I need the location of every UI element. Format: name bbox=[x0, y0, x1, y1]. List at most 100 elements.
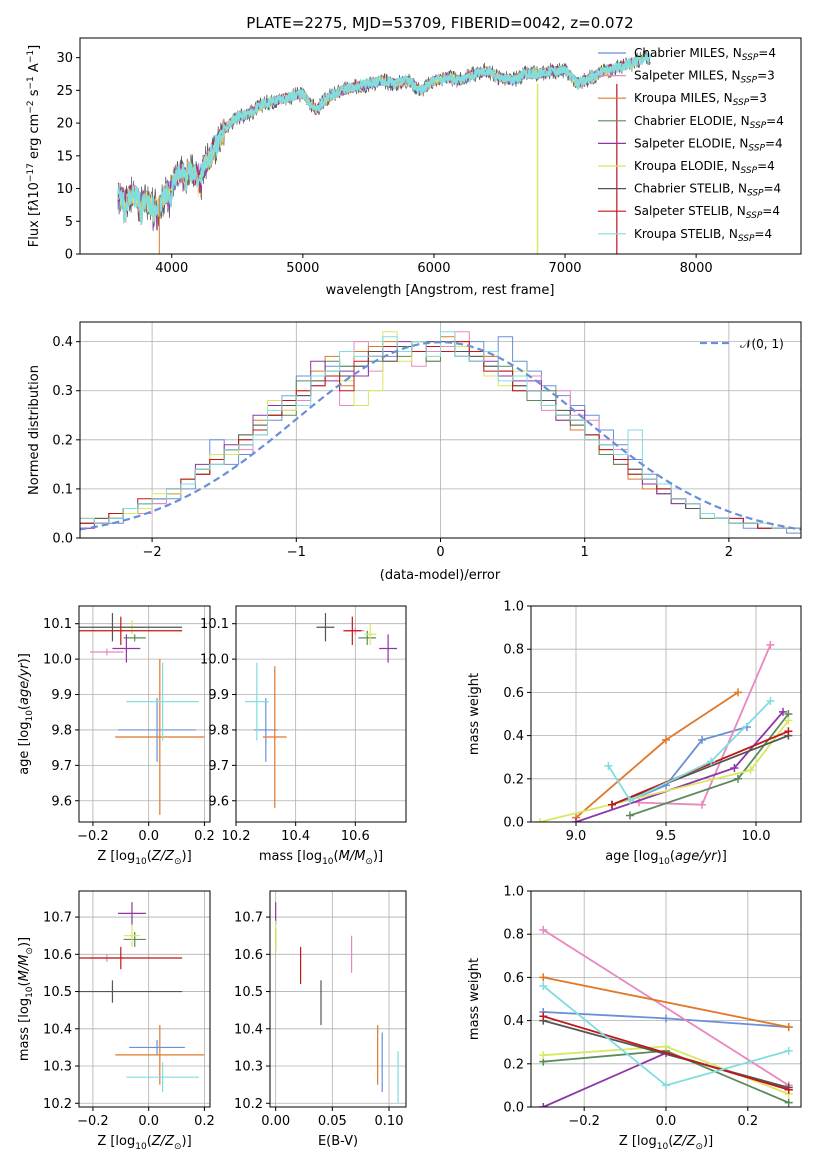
weight_vs_age-marker-salpeter_elodie bbox=[730, 764, 739, 772]
spectrum-ytick-label: 25 bbox=[56, 84, 73, 99]
weight_vs_z-line-chabrier_stelib bbox=[543, 1019, 789, 1089]
weight_vs_z-marker-salpeter_elodie bbox=[539, 1103, 548, 1107]
age_vs_z-ytick-label: 9.8 bbox=[51, 723, 72, 738]
spectrum-xtick-label: 4000 bbox=[155, 261, 188, 276]
spectrum-ytick-label: 15 bbox=[56, 149, 73, 164]
weight_vs_age-marker-salpeter_miles bbox=[766, 640, 775, 649]
residuals-frame bbox=[79, 321, 802, 539]
spectrum-ytick-label: 0 bbox=[65, 248, 73, 263]
spectrum-plot-area bbox=[117, 50, 651, 254]
residuals-ytick-label: 0.2 bbox=[52, 433, 73, 448]
normal-curve bbox=[80, 341, 801, 531]
mass_vs_z-ytick-label: 10.4 bbox=[43, 1022, 72, 1037]
mass_vs_z-plot-area bbox=[79, 902, 205, 1093]
weight_vs_z-ylabel: mass weight bbox=[467, 958, 482, 1040]
residuals-ytick-label: 0.3 bbox=[52, 384, 73, 399]
mass_vs_ebv-ytick-label: 10.5 bbox=[234, 985, 263, 1000]
spectrum-frame bbox=[79, 37, 802, 255]
weight_vs_z-marker-salpeter_stelib bbox=[784, 1085, 793, 1094]
age_vs_z-frame bbox=[78, 605, 211, 823]
weight_vs_age-marker-kroupa_elodie bbox=[536, 818, 544, 822]
weight_vs_age-plot-area bbox=[536, 640, 793, 822]
weight_vs_age-ytick-label: 0.6 bbox=[503, 686, 524, 701]
mass_vs_z-ytick-label: 10.6 bbox=[43, 948, 72, 963]
age_vs_mass-ytick-label: 9.7 bbox=[208, 759, 229, 774]
weight_vs_age-marker-salpeter_elodie bbox=[779, 707, 787, 716]
age_vs_z-xtick-label: 0.0 bbox=[138, 829, 159, 844]
spectrum-series-kroupa_stelib bbox=[117, 52, 651, 224]
weight_vs_age-ytick-label: 0.8 bbox=[503, 643, 524, 658]
mass_vs_z-xtick-label: 0.2 bbox=[194, 1114, 215, 1129]
weight_vs_z-xtick-label: −0.2 bbox=[568, 1114, 600, 1129]
weight-vs-z-panel: −0.2 0.0 0.2 0.0 0.2 0.4 0.6 0.8 1.0 Z [log10(Z/Z… bbox=[467, 885, 802, 1152]
weight_vs_z-line-kroupa_miles bbox=[543, 976, 789, 1028]
age-vs-z-panel: −0.2 0.0 0.2 9.6 9.7 9.8 9.9 10.0 10.1 Z [log10(Z… bbox=[17, 605, 215, 867]
mass_vs_z-ytick-label: 10.2 bbox=[43, 1097, 72, 1112]
weight_vs_age-marker-kroupa_stelib bbox=[707, 757, 715, 766]
weight_vs_age-line-chabrier_miles bbox=[629, 726, 748, 802]
weight_vs_age-ylabel: mass weight bbox=[467, 673, 482, 755]
weight_vs_z-ytick-label: 0.8 bbox=[503, 928, 524, 943]
age-vs-mass-panel: 10.2 10.4 10.6 9.6 9.7 9.8 9.9 10.0 10.1 mass [lo… bbox=[200, 605, 407, 867]
mass_vs_ebv-ytick-label: 10.4 bbox=[234, 1022, 263, 1037]
weight_vs_z-ytick-label: 0.2 bbox=[503, 1057, 524, 1072]
mass_vs_ebv-xtick-label: 0.05 bbox=[318, 1114, 347, 1129]
spectrum-ylabel: Flux [fλ10−17 erg cm−2 s−1 A−1] bbox=[26, 45, 42, 247]
residuals-ytick-label: 0.1 bbox=[52, 482, 73, 497]
age_vs_mass-xlabel: mass [log10(M/M⊙)] bbox=[259, 849, 383, 867]
hist-salpeter_stelib bbox=[80, 341, 801, 529]
spectrum-title: PLATE=2275, MJD=53709, FIBERID=0042, z=0… bbox=[246, 14, 633, 32]
weight_vs_z-ytick-label: 0.6 bbox=[503, 971, 524, 986]
weight_vs_age-marker-kroupa_stelib bbox=[766, 697, 775, 706]
spectrum-ytick-label: 10 bbox=[56, 182, 73, 197]
age_vs_z-xlabel: Z [log10(Z/Z⊙)] bbox=[97, 849, 191, 867]
mass_vs_z-ytick-label: 10.5 bbox=[43, 985, 72, 1000]
residuals-xtick-label: 2 bbox=[725, 545, 733, 560]
spectrum-ytick-label: 5 bbox=[65, 215, 73, 230]
spectrum-legend: Chabrier MILES, NSSP=4 Salpeter MILES, NS… bbox=[598, 46, 784, 244]
weight_vs_z-marker-kroupa_stelib bbox=[662, 1081, 670, 1090]
spectrum-panel: PLATE=2275, MJD=53709, FIBERID=0042, z=0… bbox=[26, 14, 802, 298]
age_vs_z-xtick-label: 0.2 bbox=[194, 829, 215, 844]
weight_vs_age-marker-kroupa_elodie bbox=[746, 766, 755, 775]
hist-kroupa_stelib bbox=[80, 331, 801, 529]
mass_vs_z-xlabel: Z [log10(Z/Z⊙)] bbox=[97, 1134, 191, 1152]
weight_vs_z-marker-kroupa_miles bbox=[784, 1023, 793, 1032]
weight_vs_z-marker-salpeter_miles bbox=[539, 925, 548, 934]
residuals-ytick-label: 0.4 bbox=[52, 335, 73, 350]
weight_vs_age-marker-kroupa_miles bbox=[662, 735, 670, 744]
age_vs_mass-xtick-label: 10.2 bbox=[222, 829, 251, 844]
mass_vs_z-xtick-label: −0.2 bbox=[77, 1114, 109, 1129]
mass_vs_ebv-xlabel: E(B-V) bbox=[318, 1134, 358, 1149]
legend-label-chabrier_stelib: Chabrier STELIB, NSSP=4 bbox=[634, 182, 781, 199]
mass_vs_ebv-ytick-label: 10.6 bbox=[234, 948, 263, 963]
weight_vs_age-marker-salpeter_elodie bbox=[572, 818, 580, 822]
residuals-xtick-label: −2 bbox=[143, 545, 162, 560]
weight_vs_age-ytick-label: 0.0 bbox=[503, 816, 524, 831]
weight_vs_z-marker-salpeter_stelib bbox=[539, 1012, 548, 1021]
weight_vs_z-plot-area bbox=[539, 925, 793, 1107]
residuals-xlabel: (data-model)/error bbox=[380, 568, 501, 583]
weight_vs_z-frame bbox=[530, 890, 802, 1108]
residuals-xtick-label: 1 bbox=[581, 545, 589, 560]
weight_vs_age-marker-kroupa_stelib bbox=[626, 796, 634, 805]
weight_vs_age-xtick-label: 9.5 bbox=[656, 829, 677, 844]
mass_vs_ebv-xtick-label: 0.00 bbox=[261, 1114, 290, 1129]
mass_vs_z-ylabel: mass [log10(M/M⊙)] bbox=[17, 937, 35, 1061]
mass-vs-ebv-panel: 0.00 0.05 0.10 10.2 10.3 10.4 10.5 10.6 10.7 E(B-… bbox=[234, 890, 407, 1149]
spectrum-ytick-label: 20 bbox=[56, 117, 73, 132]
weight_vs_z-ytick-label: 1.0 bbox=[503, 885, 524, 900]
age_vs_mass-ytick-label: 9.6 bbox=[208, 794, 229, 809]
weight-vs-age-panel: 9.0 9.5 10.0 0.0 0.2 0.4 0.6 0.8 1.0 age [log10(a… bbox=[467, 600, 802, 867]
weight_vs_age-ytick-label: 1.0 bbox=[503, 600, 524, 615]
weight_vs_age-ytick-label: 0.2 bbox=[503, 772, 524, 787]
mass_vs_z-xtick-label: 0.0 bbox=[138, 1114, 159, 1129]
spectrum-xlabel: wavelength [Angstrom, rest frame] bbox=[326, 283, 555, 298]
weight_vs_age-marker-kroupa_elodie bbox=[784, 716, 793, 725]
age_vs_mass-plot-area bbox=[244, 613, 398, 808]
spectrum-ytick-label: 30 bbox=[56, 51, 73, 66]
weight_vs_age-ytick-label: 0.4 bbox=[503, 729, 524, 744]
weight_vs_z-xtick-label: 0.2 bbox=[737, 1114, 758, 1129]
weight_vs_z-xtick-label: 0.0 bbox=[656, 1114, 677, 1129]
age_vs_mass-ytick-label: 9.9 bbox=[208, 688, 229, 703]
